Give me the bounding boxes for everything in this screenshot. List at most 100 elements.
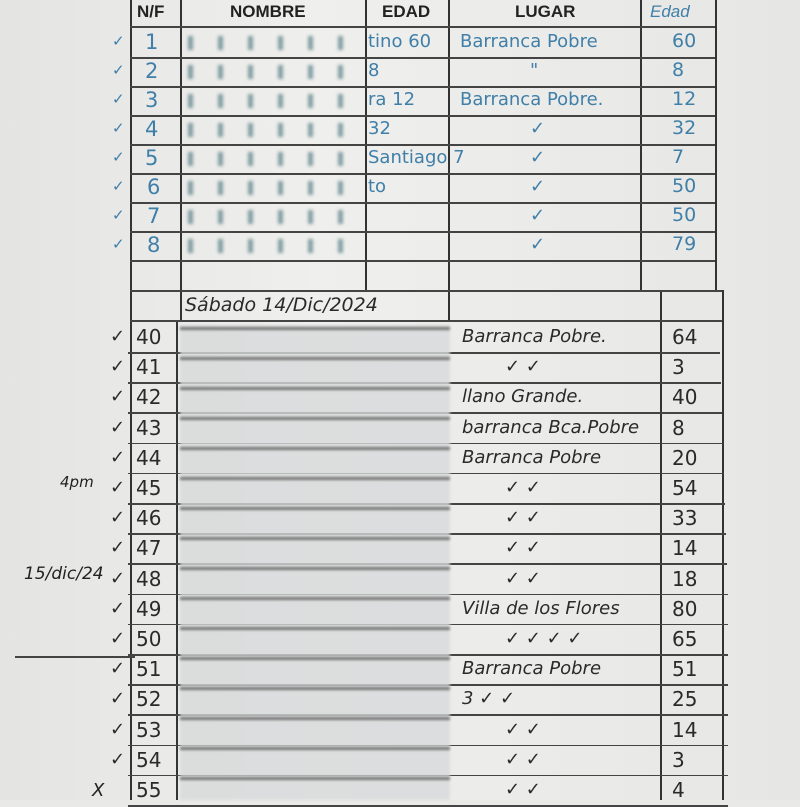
lugar-value: " xyxy=(530,60,539,81)
lugar-value: ✓ xyxy=(530,147,546,168)
redacted-name xyxy=(188,65,358,79)
margin-stroke xyxy=(15,656,135,658)
check-mark-icon: ✓ xyxy=(112,61,125,79)
row-number: 50 xyxy=(136,627,162,651)
row-divider xyxy=(130,26,715,28)
column-divider xyxy=(715,0,717,290)
lugar-value: ✓ ✓ ✓ ✓ xyxy=(505,628,583,649)
margin-mark-x: X xyxy=(92,780,105,801)
row-number: 1 xyxy=(145,30,159,54)
row-number: 46 xyxy=(136,506,162,531)
check-mark-icon: ✓ xyxy=(112,119,125,137)
edad-handwritten-value: 50 xyxy=(672,175,697,197)
row-number: 47 xyxy=(136,536,162,561)
edad-value: ra 12 xyxy=(368,89,416,110)
row-divider xyxy=(130,260,715,262)
lugar-value: Barranca Pobre xyxy=(460,31,598,52)
check-mark-icon: ✓ xyxy=(110,658,126,680)
check-mark-icon: ✓ xyxy=(110,718,126,740)
edad-value: 32 xyxy=(368,118,391,139)
row-divider xyxy=(130,202,715,204)
row-number: 48 xyxy=(136,566,162,591)
row-divider xyxy=(130,57,715,59)
check-mark-icon: ✓ xyxy=(110,416,126,438)
row-number: 40 xyxy=(136,325,162,349)
edad-handwritten-value: 3 xyxy=(672,747,685,772)
edad-value: Santiago 7 xyxy=(368,147,465,168)
redacted-name xyxy=(188,181,358,195)
lugar-value: ✓ ✓ xyxy=(505,537,541,559)
row-number: 44 xyxy=(136,445,162,470)
edad-handwritten-value: 50 xyxy=(672,204,697,226)
check-mark-icon: ✓ xyxy=(112,90,125,108)
row-number: 51 xyxy=(136,657,162,682)
row-divider xyxy=(128,805,728,807)
edad-handwritten-value: 20 xyxy=(672,445,698,470)
row-number: 6 xyxy=(147,175,161,199)
row-divider xyxy=(130,144,715,146)
edad-handwritten-value: 7 xyxy=(672,146,685,168)
check-mark-icon: ✓ xyxy=(110,507,126,529)
row-number: 5 xyxy=(145,146,159,170)
row-number: 3 xyxy=(145,88,159,112)
lugar-value: barranca Bca.Pobre xyxy=(462,416,640,438)
check-mark-icon: ✓ xyxy=(112,177,125,195)
lugar-value: ✓ ✓ xyxy=(505,477,541,498)
check-mark-icon: ✓ xyxy=(110,748,126,770)
row-divider xyxy=(130,173,715,175)
check-mark-icon: ✓ xyxy=(110,688,126,710)
check-mark-icon: ✓ xyxy=(112,32,125,50)
column-divider xyxy=(130,0,132,800)
edad-value: to xyxy=(368,176,387,197)
lugar-value: llano Grande. xyxy=(462,386,584,408)
header-lugar: LUGAR xyxy=(515,2,576,21)
row-number: 43 xyxy=(136,415,162,440)
row-number: 53 xyxy=(136,717,162,742)
redacted-name xyxy=(188,36,358,50)
row-number: 45 xyxy=(136,476,162,500)
redacted-name xyxy=(188,152,358,166)
edad-handwritten-value: 3 xyxy=(672,355,685,380)
edad-value: tino 60 xyxy=(368,31,432,52)
check-mark-icon: ✓ xyxy=(110,628,126,649)
check-mark-icon: ✓ xyxy=(110,356,126,378)
header-edad: EDAD xyxy=(382,2,431,21)
check-mark-icon: ✓ xyxy=(112,206,125,224)
check-mark-icon: ✓ xyxy=(110,537,126,559)
column-divider xyxy=(722,290,724,800)
row-divider xyxy=(130,320,722,322)
check-mark-icon: ✓ xyxy=(110,567,126,589)
edad-handwritten-value: 12 xyxy=(672,88,697,110)
row-number: 54 xyxy=(136,747,162,772)
edad-value: 8 xyxy=(368,60,380,81)
check-mark-icon: ✓ xyxy=(110,446,126,468)
edad-handwritten-value: 64 xyxy=(672,325,698,349)
lugar-value: Barranca Pobre xyxy=(462,658,602,680)
edad-handwritten-value: 32 xyxy=(672,117,697,139)
check-mark-icon: ✓ xyxy=(110,326,126,347)
check-mark-icon: ✓ xyxy=(112,235,125,253)
lugar-value: ✓ ✓ xyxy=(505,507,541,529)
column-divider xyxy=(660,290,662,800)
row-number: 42 xyxy=(136,385,162,410)
margin-note-date: 15/dic/24 xyxy=(24,564,104,584)
lugar-value: Barranca Pobre. xyxy=(462,326,607,347)
edad-handwritten-value: 80 xyxy=(672,596,698,621)
edad-handwritten-value: 14 xyxy=(672,536,698,561)
row-number: 7 xyxy=(147,204,161,228)
edad-handwritten-value: 14 xyxy=(672,717,698,742)
row-divider xyxy=(130,86,715,88)
redacted-name xyxy=(188,239,358,253)
header-nombre: NOMBRE xyxy=(230,2,306,21)
edad-handwritten-value: 54 xyxy=(672,476,698,500)
lugar-value: ✓ xyxy=(530,205,546,226)
check-mark-icon: ✓ xyxy=(110,597,126,619)
lugar-value: ✓ xyxy=(530,176,546,197)
edad-handwritten-value: 8 xyxy=(672,415,685,440)
lugar-value: ✓ ✓ xyxy=(505,779,541,800)
column-divider xyxy=(176,320,178,800)
column-divider xyxy=(180,0,182,320)
lugar-value: ✓ ✓ xyxy=(505,718,541,740)
check-mark-icon: ✓ xyxy=(112,148,125,166)
lugar-value: ✓ xyxy=(530,234,546,255)
